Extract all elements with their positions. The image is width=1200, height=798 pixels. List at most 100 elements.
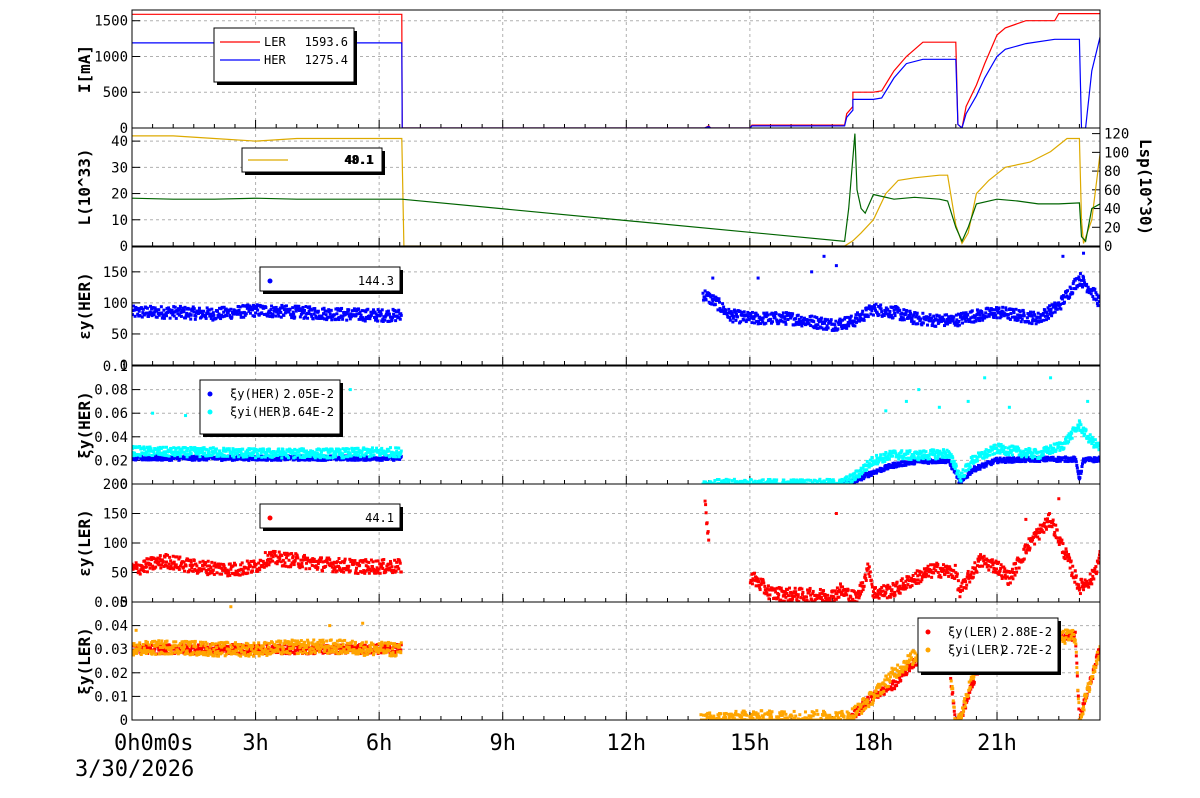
- data-point: [1034, 322, 1038, 326]
- y-tick-label: 40: [111, 134, 128, 150]
- data-point: [390, 565, 394, 569]
- data-point: [904, 456, 908, 460]
- data-point: [394, 565, 398, 569]
- data-point: [970, 309, 974, 313]
- data-point: [970, 320, 974, 324]
- data-point: [807, 322, 811, 326]
- data-point: [279, 458, 283, 462]
- data-point: [879, 453, 883, 457]
- data-point: [871, 594, 875, 598]
- data-point: [868, 574, 872, 578]
- data-point: [934, 324, 938, 328]
- data-point: [374, 312, 378, 316]
- data-point: [198, 560, 202, 564]
- data-point: [269, 307, 273, 311]
- data-point-outlier: [983, 376, 987, 380]
- data-point: [222, 305, 226, 309]
- data-point: [914, 315, 918, 319]
- data-point: [988, 449, 992, 453]
- data-point: [782, 315, 786, 319]
- data-point: [780, 313, 784, 317]
- data-point: [926, 457, 930, 461]
- data-point: [260, 449, 264, 453]
- data-point: [192, 558, 196, 562]
- data-point: [363, 317, 367, 321]
- data-point: [276, 555, 280, 559]
- data-point: [1069, 287, 1073, 291]
- data-point: [297, 450, 301, 454]
- data-point: [941, 563, 945, 567]
- data-point: [166, 553, 170, 557]
- data-point: [399, 312, 403, 316]
- data-point: [794, 317, 798, 321]
- data-point: [964, 319, 968, 323]
- data-point: [187, 559, 191, 563]
- data-point: [882, 584, 886, 588]
- data-point: [156, 446, 160, 450]
- data-point: [1000, 447, 1004, 451]
- data-point: [944, 451, 948, 455]
- data-point: [334, 452, 338, 456]
- data-point: [229, 567, 233, 571]
- data-point: [943, 324, 947, 328]
- data-point: [887, 457, 891, 461]
- data-point: [132, 458, 136, 462]
- data-point: [360, 309, 364, 313]
- data-point: [796, 595, 800, 599]
- data-point: [387, 568, 391, 572]
- data-point: [277, 447, 281, 451]
- data-point: [246, 571, 250, 575]
- data-point-outlier: [822, 254, 826, 258]
- data-point: [788, 480, 792, 484]
- legend-value: 144.3: [358, 274, 394, 288]
- data-point: [348, 451, 352, 455]
- data-point: [192, 448, 196, 452]
- data-point: [191, 307, 195, 311]
- data-point: [144, 306, 148, 310]
- data-point: [1044, 318, 1048, 322]
- data-point: [138, 563, 142, 567]
- data-point: [828, 477, 832, 481]
- data-point: [746, 310, 750, 314]
- data-point: [839, 319, 843, 323]
- data-point: [1040, 319, 1044, 323]
- data-point: [167, 454, 171, 458]
- data-point: [246, 452, 250, 456]
- data-point: [915, 313, 919, 317]
- data-point: [227, 571, 231, 575]
- data-point: [239, 315, 243, 319]
- data-point: [1025, 319, 1029, 323]
- data-point: [393, 558, 397, 562]
- data-point: [713, 479, 717, 483]
- data-point: [783, 590, 787, 594]
- data-point: [259, 305, 263, 309]
- data-point: [824, 596, 828, 600]
- data-point: [902, 454, 906, 458]
- data-point: [838, 582, 842, 586]
- data-point: [1082, 457, 1086, 461]
- data-point: [907, 314, 911, 318]
- data-point: [808, 315, 812, 319]
- data-point: [866, 473, 870, 477]
- data-point: [734, 312, 738, 316]
- data-point: [1043, 446, 1047, 450]
- data-point: [306, 556, 310, 560]
- data-point: [392, 455, 396, 459]
- legend-swatch: [207, 391, 213, 397]
- data-point: [357, 317, 361, 321]
- data-point: [812, 320, 816, 324]
- data-point: [1046, 306, 1050, 310]
- data-point: [757, 580, 761, 584]
- data-point: [1001, 444, 1005, 448]
- data-point: [366, 307, 370, 311]
- data-point: [277, 450, 281, 454]
- data-point: [1071, 282, 1075, 286]
- data-point: [832, 599, 836, 602]
- data-point: [937, 461, 941, 465]
- data-point: [1095, 302, 1099, 306]
- data-point: [393, 314, 397, 318]
- data-point: [1091, 440, 1095, 444]
- data-point: [277, 314, 281, 318]
- data-point: [148, 445, 152, 449]
- data-point: [898, 584, 902, 588]
